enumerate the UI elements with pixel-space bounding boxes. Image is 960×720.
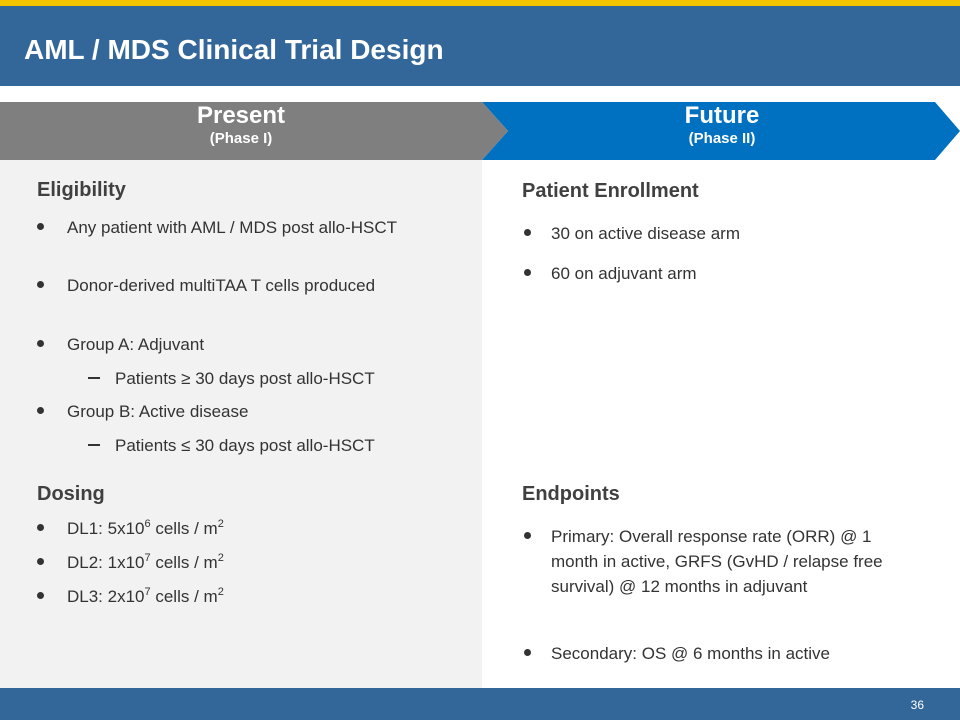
left-panel: [0, 160, 482, 688]
bullet: [37, 340, 44, 347]
list-item: Donor-derived multiTAA T cells produced: [67, 276, 376, 295]
footer-band: [0, 688, 960, 720]
text: DL2: 1x10: [67, 553, 145, 572]
column-subtitle: (Phase I): [209, 130, 273, 147]
exponent: 7: [144, 552, 151, 564]
column-title: Future: [684, 102, 760, 129]
bullet: [37, 558, 44, 565]
list-item: DL3: 2x107 cells / m2: [67, 584, 224, 609]
title: AML / MDS Clinical Trial Design: [24, 34, 444, 65]
header-band: [0, 6, 960, 86]
section-heading: Eligibility: [37, 179, 126, 201]
section-heading: Endpoints: [522, 483, 620, 505]
bullet: [524, 229, 531, 236]
exponent: 7: [144, 586, 151, 598]
sub-item: Patients ≥ 30 days post allo-HSCT: [115, 369, 375, 388]
list-item: 60 on adjuvant arm: [551, 264, 697, 283]
present-label: Present (Phase I): [0, 102, 482, 148]
exponent: 2: [217, 518, 224, 530]
exponent: 2: [217, 586, 224, 598]
top-stripe: [0, 0, 960, 6]
list-item: Group A: Adjuvant: [67, 335, 205, 354]
list-item: 30 on active disease arm: [551, 224, 740, 243]
present-banner: [0, 102, 508, 160]
text: cells / m: [150, 553, 218, 572]
exponent: 2: [217, 552, 224, 564]
list-item: Any patient with AML / MDS post allo-HSC…: [67, 218, 398, 237]
list-item: Group B: Active disease: [67, 402, 249, 421]
section-heading: Patient Enrollment: [522, 180, 699, 202]
sub-item: Patients ≤ 30 days post allo-HSCT: [115, 436, 375, 455]
future-label: Future (Phase II): [482, 102, 960, 148]
column-subtitle: (Phase II): [688, 130, 756, 147]
bullet: [524, 532, 531, 539]
future-banner: [482, 102, 960, 160]
bullet: [37, 223, 44, 230]
text: DL3: 2x10: [67, 587, 145, 606]
bullet: [524, 649, 531, 656]
list-item: DL2: 1x107 cells / m2: [67, 550, 224, 575]
page-number: 36: [910, 698, 924, 712]
bullet: [524, 269, 531, 276]
text: DL1: 5x10: [67, 519, 145, 538]
bullet: [37, 592, 44, 599]
section-heading: Dosing: [37, 483, 105, 505]
dash: [88, 444, 100, 446]
exponent: 6: [144, 518, 151, 530]
dash: [88, 377, 100, 379]
column-title: Present: [196, 102, 286, 129]
list-item: Secondary: OS @ 6 months in active: [551, 644, 830, 663]
phase-banners: [0, 102, 960, 160]
text: cells / m: [150, 519, 218, 538]
bullet: [37, 524, 44, 531]
list-item: Primary: Overall response rate (ORR) @ 1…: [551, 527, 883, 596]
text: cells / m: [150, 587, 218, 606]
bullet: [37, 281, 44, 288]
list-item: DL1: 5x106 cells / m2: [67, 516, 224, 541]
bullet: [37, 407, 44, 414]
